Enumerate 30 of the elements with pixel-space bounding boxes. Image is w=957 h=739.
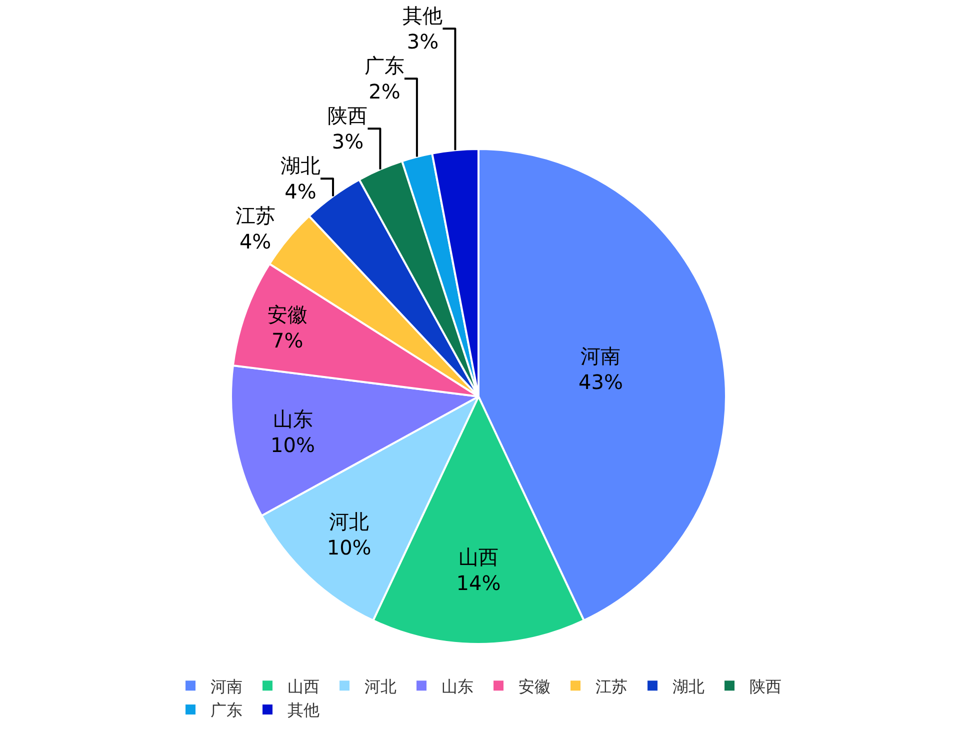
slice-label: 湖北 bbox=[280, 154, 321, 178]
slice-label: 其他 bbox=[402, 4, 443, 28]
legend-label: 陕西 bbox=[750, 676, 782, 696]
legend-label: 河北 bbox=[364, 676, 396, 696]
data-label: 7% bbox=[271, 328, 304, 353]
data-label: 4% bbox=[284, 180, 316, 204]
legend-label: 山西 bbox=[288, 676, 320, 696]
legend-label: 安徽 bbox=[518, 676, 550, 696]
data-label: 10% bbox=[270, 432, 315, 457]
data-label: 2% bbox=[368, 80, 400, 104]
data-label: 3% bbox=[406, 30, 439, 54]
legend-label: 山东 bbox=[442, 676, 474, 696]
legend-label: 其他 bbox=[288, 700, 320, 720]
data-label: 4% bbox=[239, 230, 272, 254]
legend-label: 湖北 bbox=[672, 676, 704, 696]
slice-label: 广东 bbox=[364, 54, 404, 78]
slice-label: 山西 bbox=[458, 545, 498, 570]
slice-label: 江苏 bbox=[235, 204, 276, 228]
slice-label: 山东 bbox=[272, 406, 313, 431]
slice-label: 河北 bbox=[329, 509, 370, 534]
slice-label: 陕西 bbox=[328, 104, 368, 128]
legend-label: 河南 bbox=[210, 676, 242, 696]
slice-label: 河南 bbox=[580, 344, 621, 368]
legend-label: 江苏 bbox=[596, 676, 628, 696]
data-label: 14% bbox=[456, 571, 501, 596]
data-label: 3% bbox=[332, 130, 364, 154]
legend-label: 广东 bbox=[210, 700, 242, 720]
data-label: 10% bbox=[326, 535, 372, 560]
slice-label: 安徽 bbox=[267, 302, 308, 327]
data-label: 43% bbox=[578, 370, 623, 394]
